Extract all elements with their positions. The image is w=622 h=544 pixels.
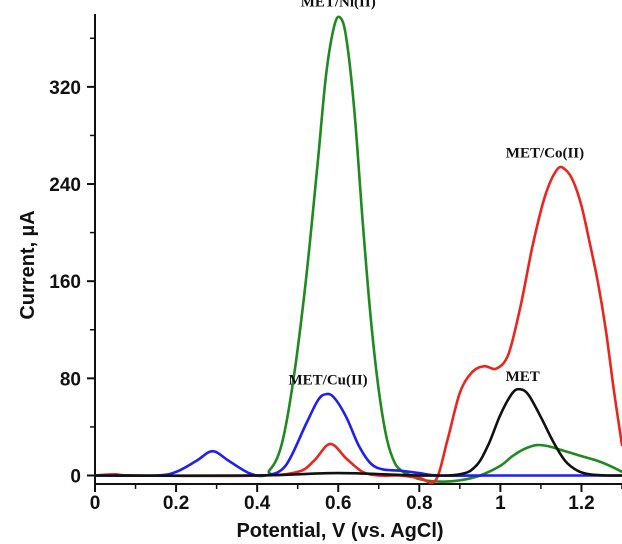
x-tick-label: 1 — [495, 493, 506, 514]
x-axis-title: Potential, V (vs. AgCl) — [236, 520, 443, 542]
x-tick-label: 0.8 — [406, 493, 432, 514]
series-line-met-co-ii — [93, 165, 622, 485]
y-tick-label: 240 — [49, 175, 81, 196]
y-axis-title: Current, µA — [17, 210, 39, 319]
series-line-met-cu-ii — [93, 392, 622, 478]
series-labels: MET/Ni(II) MET/Co(II) MET/Cu(II) MET — [289, 0, 585, 388]
y-tick-label: 320 — [49, 78, 81, 99]
annotation-label: MET/Cu(II) — [289, 372, 368, 388]
annotation-label: MET/Co(II) — [506, 145, 584, 161]
y-tick-label: 80 — [60, 369, 81, 390]
x-ticks: 0 0.2 0.4 0.6 0.8 1 1.2 — [90, 484, 622, 514]
plot-area: 0 0.2 0.4 0.6 0.8 1 1.2 0 80 160 240 320 MET/Ni(II… — [49, 0, 622, 514]
annotation-label: MET — [506, 369, 540, 385]
y-ticks: 0 80 160 240 320 — [49, 37, 95, 487]
x-tick-label: 0 — [90, 493, 101, 514]
series-lines — [93, 15, 622, 485]
annotation-label: MET/Ni(II) — [301, 0, 376, 11]
series-line-met-ni-ii — [93, 15, 622, 483]
y-tick-label: 160 — [49, 272, 81, 293]
x-tick-label: 0.4 — [244, 493, 271, 514]
series-line-met — [93, 387, 622, 477]
y-tick-label: 0 — [70, 466, 81, 487]
x-tick-label: 0.2 — [163, 493, 189, 514]
x-tick-label: 0.6 — [325, 493, 351, 514]
x-tick-label: 1.2 — [568, 493, 594, 514]
